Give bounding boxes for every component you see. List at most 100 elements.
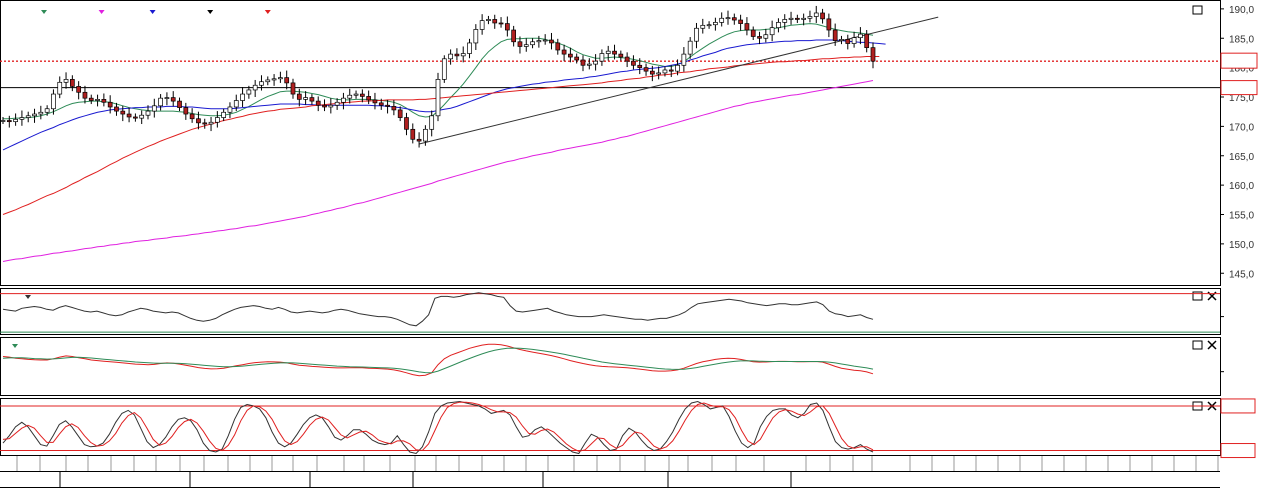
- candle: [214, 117, 220, 123]
- candle: [353, 93, 359, 96]
- close-icon[interactable]: [1207, 340, 1217, 350]
- maximize-icon[interactable]: [1192, 291, 1203, 301]
- candle: [429, 115, 435, 130]
- y-tick-label: 165,0: [1229, 152, 1254, 163]
- candle: [151, 105, 157, 112]
- candle: [126, 113, 132, 118]
- candle: [568, 53, 573, 58]
- candle: [259, 81, 264, 86]
- candle: [328, 104, 334, 108]
- candle: [0, 120, 6, 122]
- trend-line: [418, 16, 939, 145]
- candle: [498, 22, 504, 25]
- candle: [385, 104, 390, 107]
- chevron-down-icon[interactable]: [41, 10, 47, 14]
- candle: [334, 101, 340, 106]
- candle: [788, 17, 794, 20]
- candle: [38, 111, 44, 115]
- chevron-down-icon[interactable]: [25, 295, 31, 299]
- candle: [95, 98, 100, 101]
- candle: [750, 29, 756, 37]
- candle: [88, 97, 94, 101]
- candle: [851, 37, 857, 44]
- candle: [675, 64, 680, 72]
- candle: [826, 18, 832, 31]
- candle: [378, 102, 384, 106]
- y-tick-label: 170,0: [1229, 122, 1254, 133]
- candle: [372, 99, 378, 104]
- candle: [845, 39, 851, 44]
- y-tick-label: 150,0: [1229, 240, 1254, 251]
- chevron-down-icon[interactable]: [12, 344, 18, 348]
- candle: [233, 100, 239, 108]
- candle: [612, 50, 617, 55]
- candle: [555, 42, 561, 51]
- candle: [517, 41, 523, 47]
- candle: [504, 23, 510, 31]
- candle: [240, 93, 245, 101]
- candle: [189, 113, 195, 120]
- candle: [511, 29, 517, 43]
- candle: [807, 16, 813, 19]
- candle: [523, 44, 529, 47]
- y-tick-label: 180,0: [1229, 64, 1254, 75]
- candle: [839, 39, 844, 41]
- candle: [706, 24, 712, 27]
- candle: [183, 107, 189, 115]
- candle: [63, 79, 69, 83]
- candle: [435, 79, 441, 117]
- candle: [454, 53, 460, 57]
- candle: [586, 63, 592, 66]
- candle: [832, 29, 838, 41]
- candle: [549, 39, 554, 44]
- candle: [858, 33, 863, 39]
- chevron-down-icon[interactable]: [149, 10, 156, 14]
- candle: [649, 70, 655, 75]
- candle: [265, 79, 271, 83]
- candle: [170, 97, 176, 102]
- pane-frame: [0, 0, 1221, 286]
- chevron-down-icon[interactable]: [98, 10, 105, 14]
- ma-line: [2, 80, 874, 262]
- pane-frame: [0, 398, 1221, 456]
- candle: [309, 97, 315, 102]
- chevron-down-icon[interactable]: [207, 10, 214, 14]
- candle: [713, 22, 718, 26]
- hline-price-label-box: [1220, 80, 1258, 96]
- candle: [221, 111, 227, 118]
- maximize-icon[interactable]: [1192, 340, 1203, 350]
- candle: [101, 98, 107, 103]
- level-label-box: [1220, 443, 1256, 459]
- indicator-line: [2, 347, 874, 374]
- candle: [687, 40, 693, 55]
- candle: [631, 60, 636, 66]
- chevron-down-icon[interactable]: [264, 10, 271, 14]
- candle: [196, 118, 201, 124]
- candle: [202, 122, 208, 125]
- candle: [467, 42, 472, 54]
- pane-frame: [0, 337, 1221, 396]
- candle: [782, 19, 788, 23]
- maximize-icon[interactable]: [1192, 5, 1203, 15]
- candle: [404, 117, 409, 130]
- candle: [593, 60, 598, 65]
- candle: [776, 22, 781, 29]
- candle: [536, 40, 542, 43]
- indicator-line: [2, 401, 874, 452]
- candle: [820, 12, 825, 20]
- candle: [397, 109, 403, 118]
- ma-line: [2, 56, 880, 215]
- candle: [208, 121, 214, 125]
- candle: [574, 56, 580, 61]
- candle: [44, 108, 50, 113]
- candle: [643, 67, 649, 72]
- candle: [441, 58, 447, 80]
- candle: [486, 19, 491, 21]
- candle: [359, 93, 365, 97]
- candle: [423, 128, 428, 142]
- candle: [416, 138, 422, 142]
- candle: [801, 17, 807, 20]
- candle: [51, 93, 56, 110]
